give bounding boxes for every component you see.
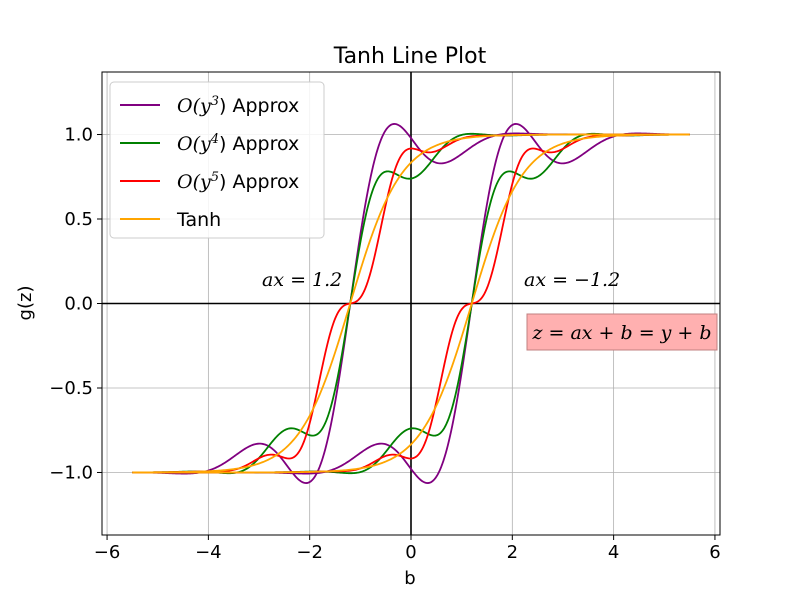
x-tick-label: 2 [507, 542, 518, 563]
legend-label-o3: O(y3) Approx [177, 94, 299, 118]
x-tick-label: 6 [709, 542, 720, 563]
x-axis-label: b [404, 568, 415, 589]
x-tick-label: −6 [94, 542, 121, 563]
annotations: ax = 1.2 ax = −1.2 z = ax + b = y + b [262, 269, 718, 351]
legend-label-o5: O(y5) Approx [177, 170, 299, 194]
legend-label-o4: O(y4) Approx [177, 132, 299, 156]
x-axis-ticks: −6 −4 −2 0 2 4 6 [94, 535, 721, 563]
legend-frame [109, 81, 325, 239]
annotation-ax-positive: ax = 1.2 [262, 269, 342, 291]
legend-label-tanh: Tanh [176, 209, 221, 231]
series-line-tanh [132, 133, 690, 474]
series-lines [132, 123, 690, 484]
annotation-equation: z = ax + b = y + b [531, 322, 711, 344]
x-tick-label: −4 [195, 542, 222, 563]
y-tick-label: 0.0 [64, 294, 93, 315]
y-tick-label: −1.0 [49, 462, 93, 483]
y-tick-label: 1.0 [64, 125, 93, 146]
x-tick-label: 0 [405, 542, 416, 563]
x-tick-label: −2 [296, 542, 323, 563]
y-axis-ticks: −1.0 −0.5 0.0 0.5 1.0 [49, 125, 102, 483]
series-line-tanh [132, 133, 690, 474]
y-tick-label: −0.5 [49, 378, 93, 399]
annotation-ax-negative: ax = −1.2 [524, 269, 620, 291]
legend: O(y3) Approx O(y4) Approx O(y5) Approx Tanh [109, 81, 325, 239]
y-tick-label: 0.5 [64, 209, 93, 230]
x-tick-label: 4 [608, 542, 619, 563]
y-axis-label: g(z) [15, 286, 36, 321]
chart-title: Tanh Line Plot [333, 44, 487, 69]
annotation-box [526, 313, 718, 351]
